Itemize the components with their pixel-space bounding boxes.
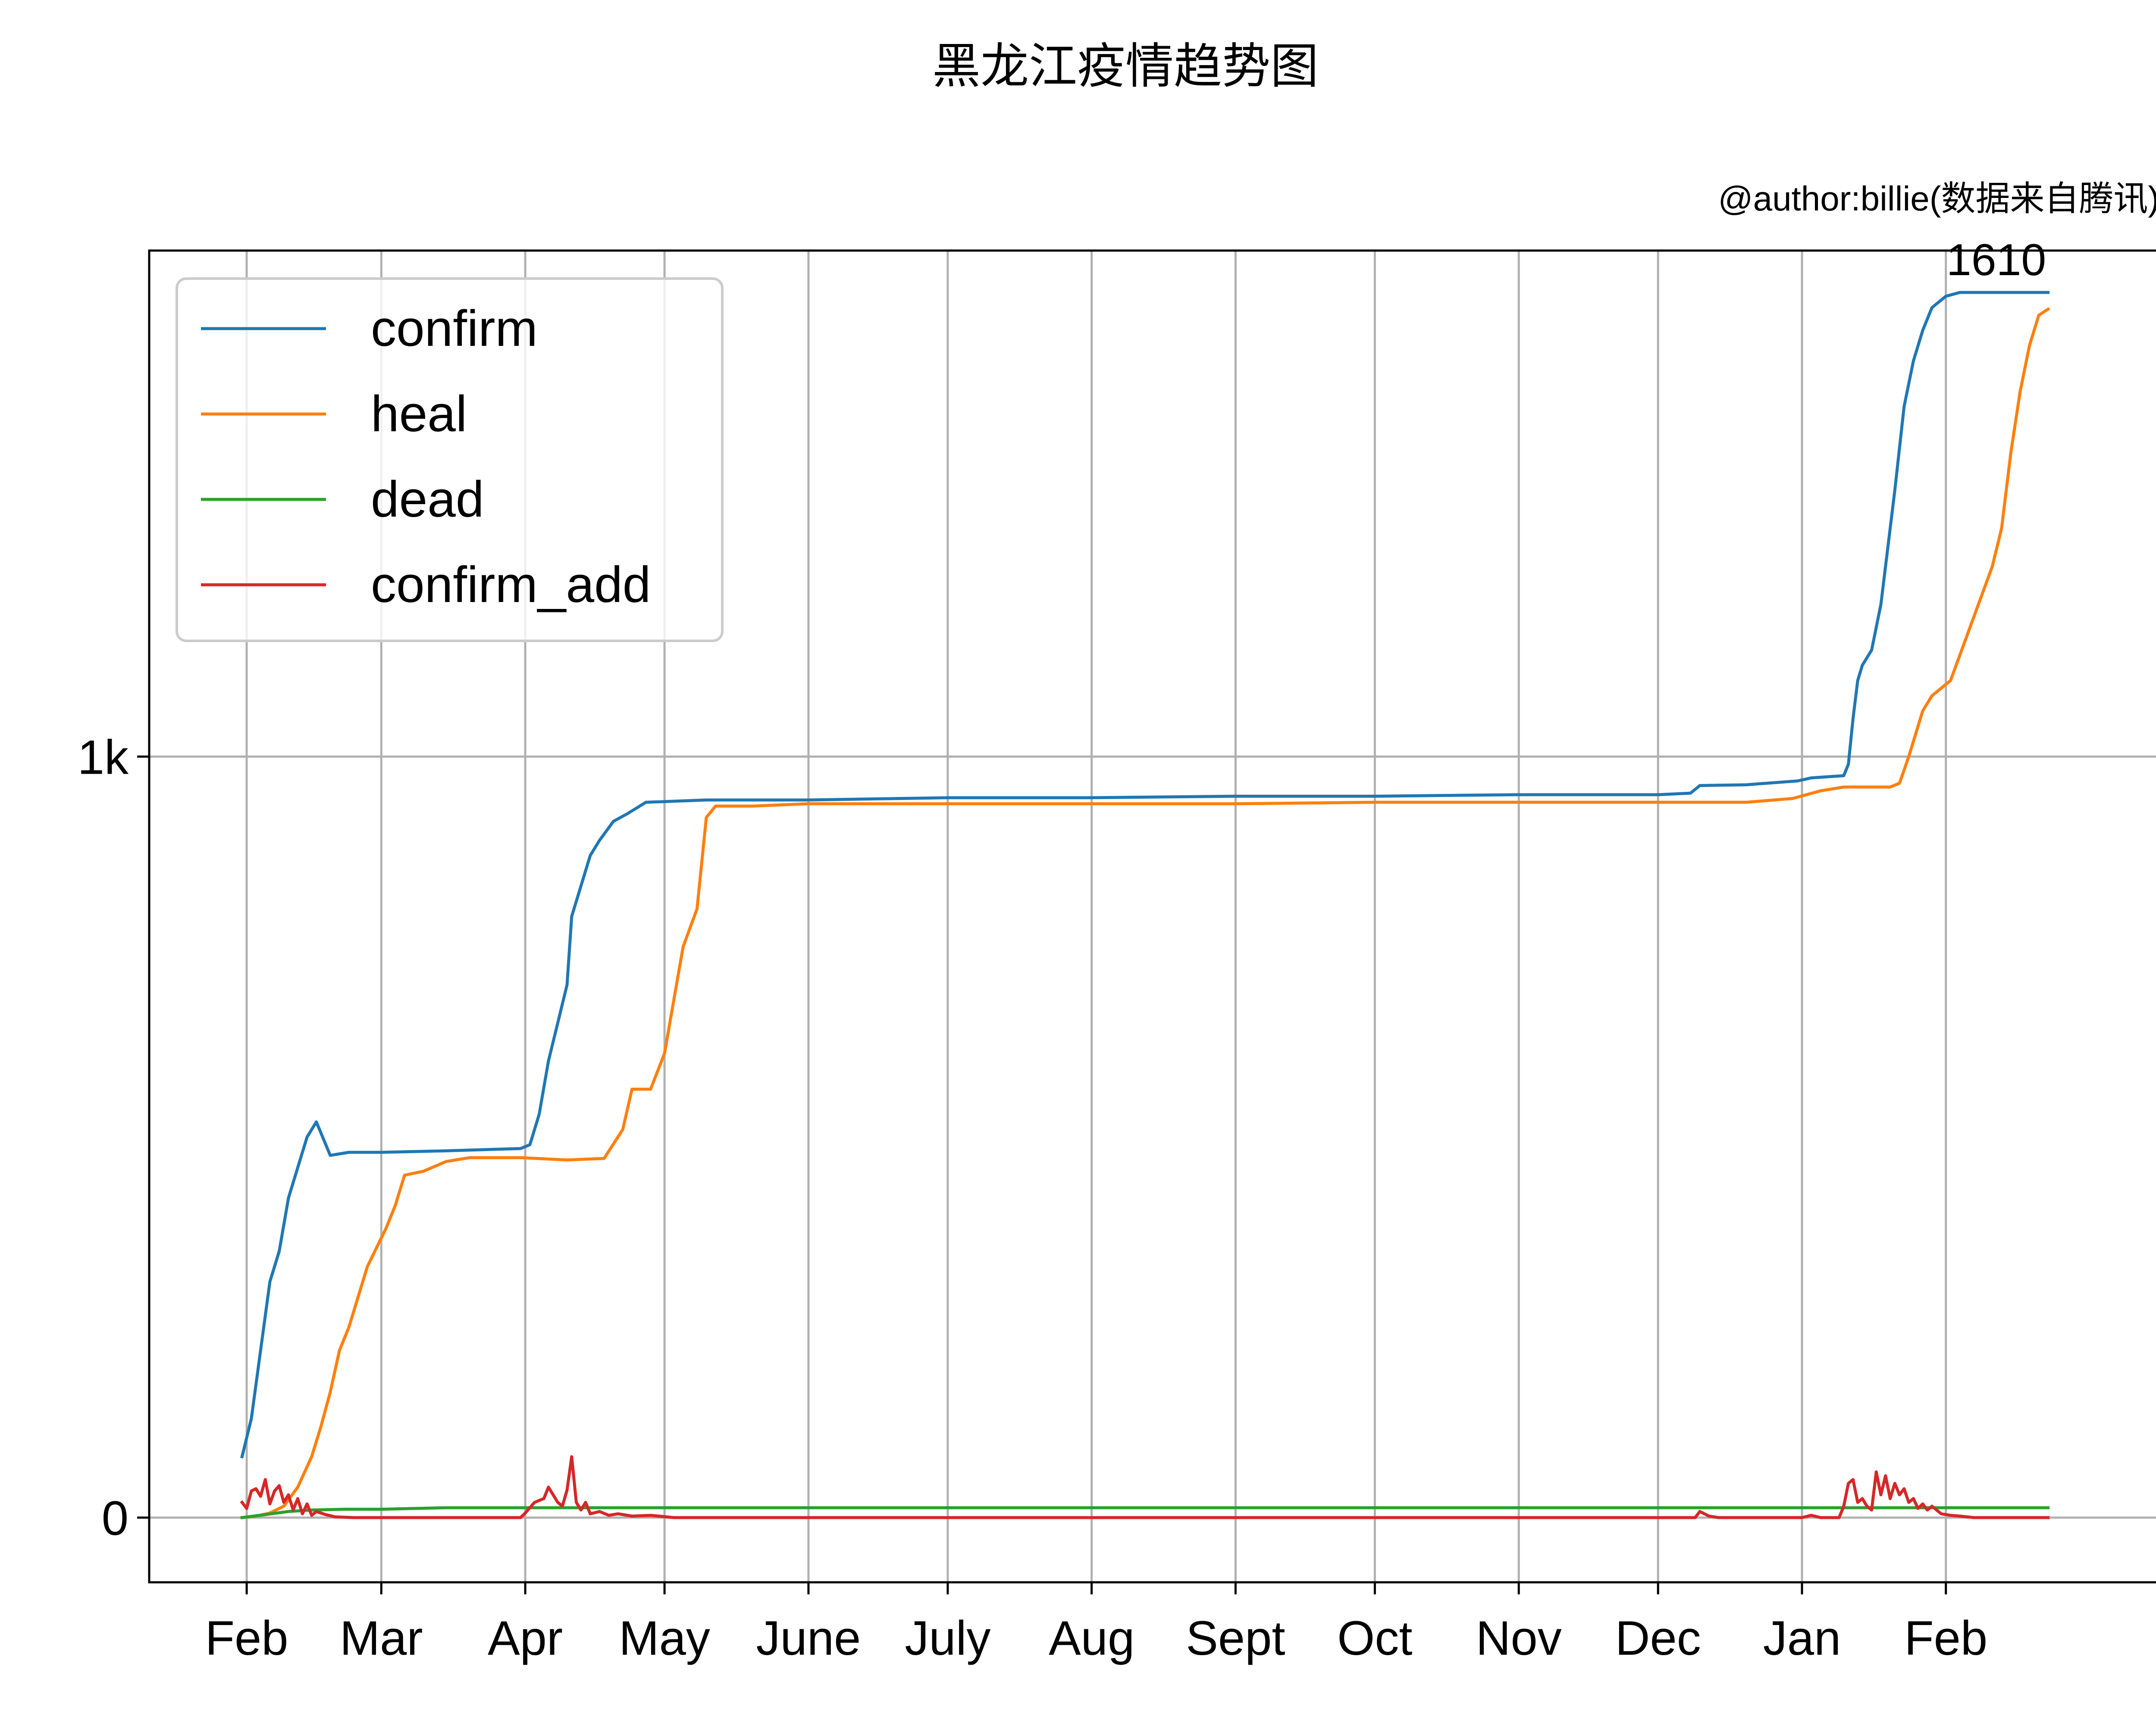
x-tick-label: Apr bbox=[488, 1611, 563, 1665]
legend-frame bbox=[175, 277, 724, 642]
x-tick-label: Aug bbox=[1049, 1611, 1134, 1665]
x-tick-label: Mar bbox=[340, 1611, 423, 1665]
legend-label-dead: dead bbox=[371, 471, 484, 528]
x-tick-label: Dec bbox=[1615, 1611, 1701, 1665]
x-axis: Feb Mar Apr May June July Aug Sept Oct Nov Dec Jan F… bbox=[205, 1582, 1987, 1665]
chart-title: 黑龙江疫情趋势图 bbox=[932, 39, 1319, 93]
series-lines bbox=[240, 291, 2050, 1519]
x-tick-label: Jan bbox=[1763, 1611, 1841, 1665]
x-tick-label: Feb bbox=[1904, 1611, 1987, 1665]
series-line-heal bbox=[240, 307, 2050, 1519]
x-tick-label: Sept bbox=[1186, 1611, 1285, 1665]
last-value-label: 1610 bbox=[1946, 235, 2046, 285]
series-line-confirm bbox=[240, 291, 2050, 1459]
y-tick-label: 0 bbox=[102, 1491, 128, 1545]
plot-frame bbox=[148, 249, 2156, 1584]
x-tick-label: Oct bbox=[1337, 1611, 1412, 1665]
x-tick-label: Nov bbox=[1476, 1611, 1562, 1665]
x-tick-label: June bbox=[756, 1611, 861, 1665]
series-line-confirm-add bbox=[240, 1455, 2050, 1519]
legend: confirm heal dead confirm_add bbox=[175, 277, 724, 642]
chart-subtitle: @author:billie(数据来自腾讯) bbox=[1718, 179, 2156, 218]
legend-label-heal: heal bbox=[371, 386, 467, 442]
legend-label-confirm-add: confirm_add bbox=[371, 556, 651, 613]
x-tick-label: July bbox=[905, 1611, 990, 1665]
legend-label-confirm: confirm bbox=[371, 300, 538, 357]
y-tick-label: 1k bbox=[78, 730, 129, 784]
x-tick-label: May bbox=[619, 1611, 710, 1665]
series-line-dead bbox=[240, 1506, 2050, 1519]
x-tick-label: Feb bbox=[205, 1611, 288, 1665]
y-axis: 0 1k bbox=[78, 730, 149, 1545]
